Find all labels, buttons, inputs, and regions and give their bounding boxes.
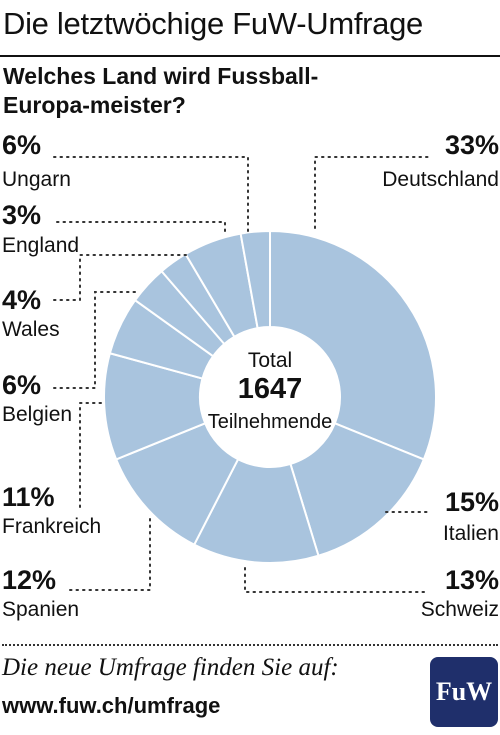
pct-label-england: 3% [2,200,42,230]
footer-text: Die neue Umfrage finden Sie auf: [2,654,339,681]
country-label-frankreich: Frankreich [2,515,102,538]
country-label-deutschland: Deutschland [382,168,499,191]
pct-label-spanien: 12% [2,565,57,595]
pct-label-wales: 4% [2,285,42,315]
pct-label-frankreich: 11% [2,482,55,512]
leader-line-schweiz [244,567,429,593]
donut-slice-italien-1 [289,422,426,558]
header-rule [0,55,500,57]
leader-line-england [56,221,226,237]
pct-label-ungarn: 6% [2,130,42,160]
fuw-logo-text: FuW [435,677,493,706]
leader-line-deutschland [314,156,429,229]
center-total-label: Total [247,349,293,372]
leader-line-frankreich [79,402,106,508]
pct-label-deutschland: 33% [444,130,499,160]
country-label-italien: Italien [442,522,499,545]
leader-line-wales [53,254,188,301]
country-label-england: England [2,234,80,257]
pct-label-schweiz: 13% [444,565,499,595]
donut-slice-unlabeled-9 [239,229,271,330]
donut-slice-deutschland-0 [269,229,437,461]
center-participants-label: Teilnehmende [207,411,333,433]
pct-label-belgien: 6% [2,370,42,400]
country-label-wales: Wales [2,318,60,341]
leader-line-belgien [53,291,141,389]
leader-line-spanien [69,517,151,591]
country-label-spanien: Spanien [2,598,80,621]
pct-label-italien: 15% [444,487,499,517]
bottom-dotted-rule [2,644,498,646]
fuw-logo: FuW [430,657,498,727]
country-label-belgien: Belgien [2,403,73,426]
leader-line-ungarn [53,156,249,237]
header-title: Die letztwöchige FuW-Umfrage [3,6,423,41]
footer-url[interactable]: www.fuw.ch/umfrage [2,693,221,718]
question-title: Welches Land wird Fussball-Europa-meiste… [3,63,319,118]
center-count: 1647 [237,373,303,405]
country-label-ungarn: Ungarn [2,168,71,191]
country-label-schweiz: Schweiz [420,598,499,621]
